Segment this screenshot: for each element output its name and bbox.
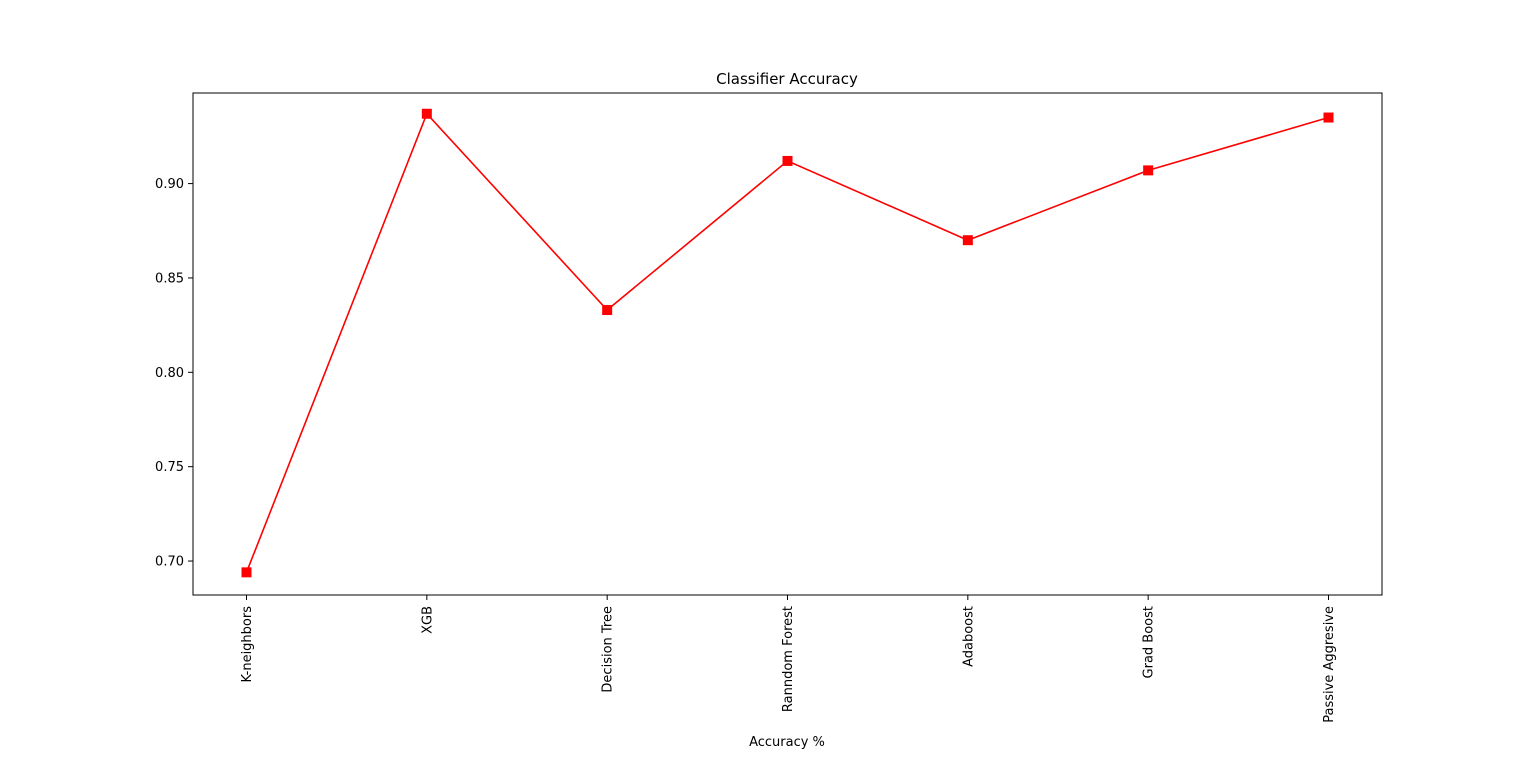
data-point-marker (241, 567, 252, 578)
x-axis-title: Accuracy % (749, 735, 825, 750)
data-point-marker (1323, 112, 1334, 123)
chart-title: Classifier Accuracy (716, 70, 858, 88)
x-tick-label: Decision Tree (601, 606, 616, 693)
y-axis: 0.70 0.75 0.80 0.85 0.90 (155, 177, 193, 570)
data-point-marker (782, 155, 793, 166)
series-line (245, 112, 1329, 573)
data-point-marker (421, 108, 432, 119)
y-tick-label: 0.70 (155, 555, 184, 570)
x-tick-label: XGB (420, 606, 435, 634)
y-tick-label: 0.85 (155, 271, 184, 286)
data-point-marker (1143, 165, 1154, 176)
x-axis: K-neighbors XGB Decision Tree Ranndom Fores… (240, 595, 1337, 723)
x-tick-label: Grad Boost (1142, 606, 1157, 678)
x-tick-label: Passive Aggresive (1322, 606, 1337, 723)
series-layer (241, 108, 1334, 578)
data-point-marker (602, 305, 613, 316)
plot-frame (192, 92, 1383, 596)
y-tick-label: 0.75 (155, 460, 184, 475)
y-tick-label: 0.80 (155, 366, 184, 381)
x-tick-label: K-neighbors (240, 606, 255, 683)
data-point-marker (962, 235, 973, 246)
x-tick-label: Adaboost (961, 606, 976, 667)
x-tick-label: Ranndom Forest (781, 606, 796, 712)
y-tick-label: 0.90 (155, 177, 184, 192)
